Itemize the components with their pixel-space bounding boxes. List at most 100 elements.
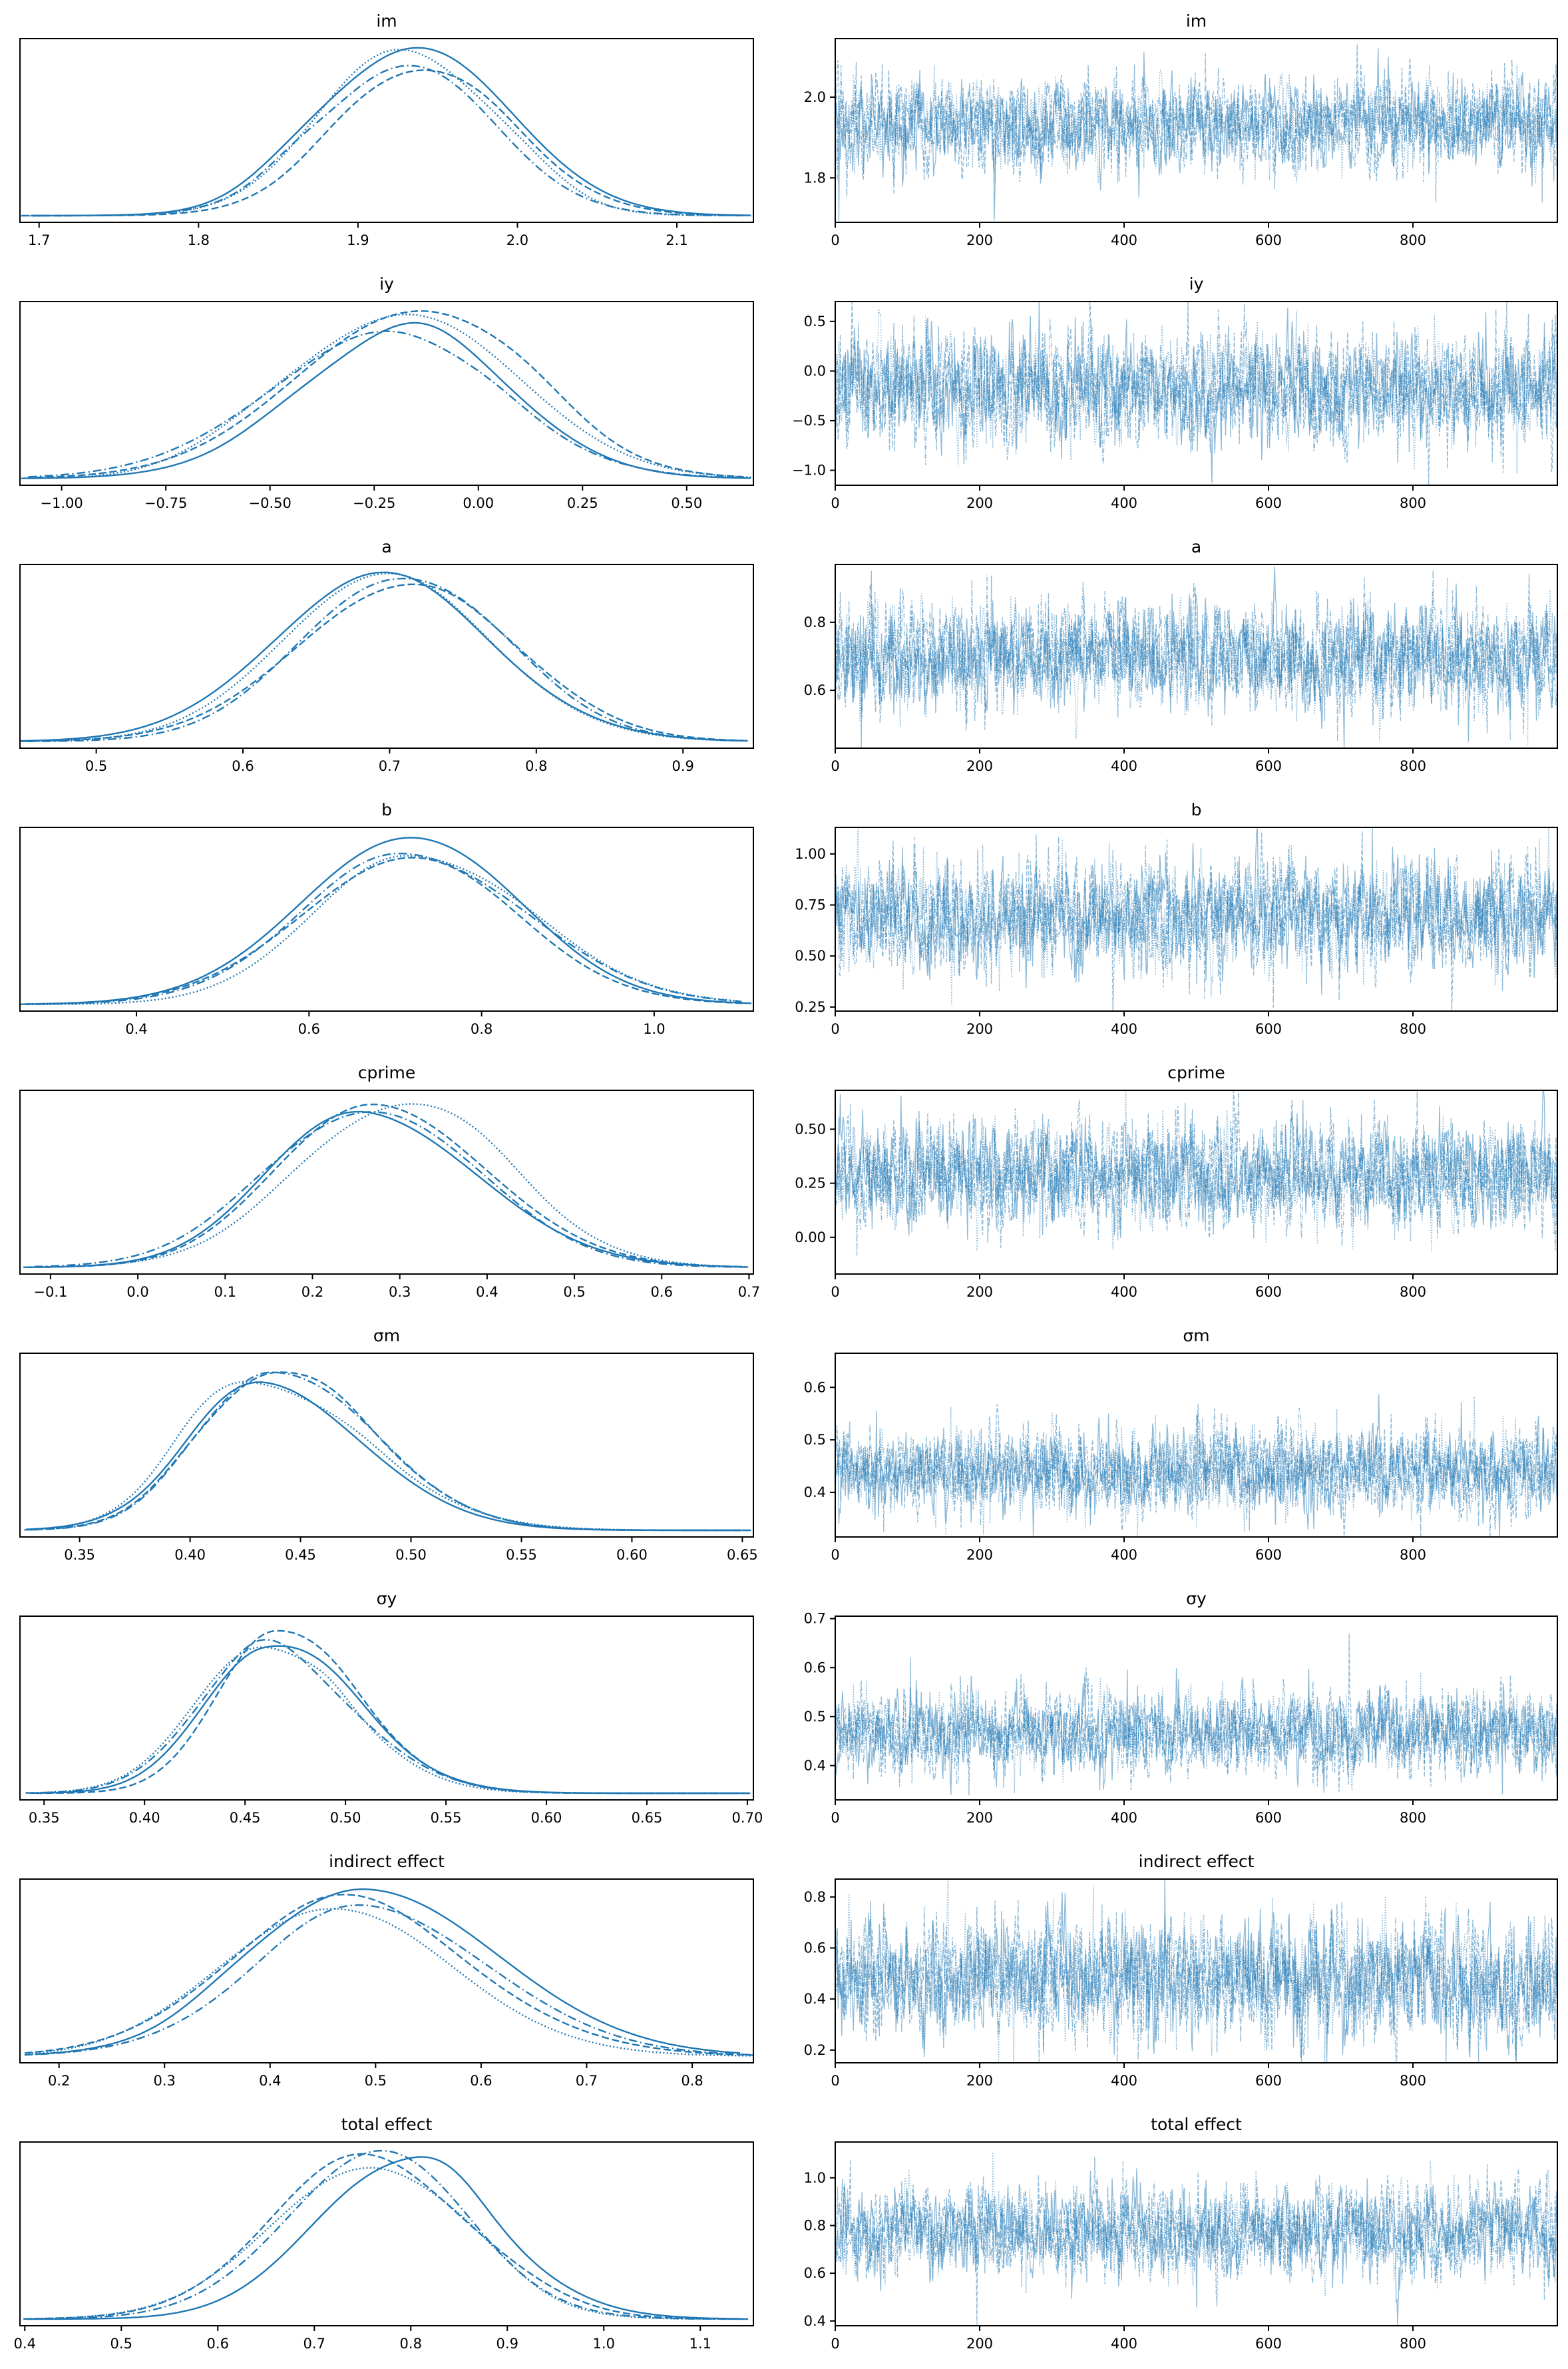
kde-x-tick-label: −0.1: [33, 1284, 67, 1300]
trace-y-tick-label: 0.75: [795, 897, 826, 913]
trace-x-tick-label: 400: [1111, 1021, 1137, 1037]
kde-x-tick-label: 0.0: [126, 1284, 148, 1300]
trace-line-chain-3: [835, 2157, 1558, 2288]
trace-line-chain-2: [835, 2152, 1558, 2296]
trace-y-tick-label: 0.6: [804, 1940, 826, 1956]
trace-x-tick-label: 800: [1400, 1284, 1426, 1300]
trace-x-tick-label: 600: [1255, 1021, 1282, 1037]
trace-axes-frame: [835, 301, 1558, 486]
kde-curve-chain-3: [21, 65, 741, 217]
trace-line-chain-1: [835, 570, 1558, 734]
trace-x-tick-label: 0: [831, 2336, 839, 2352]
kde-x-tick-label: 0.35: [29, 1810, 60, 1826]
trace-axes-frame: [835, 1353, 1558, 1538]
param-row-6: σy 0.35 0.40 0.45 0.50 0.55 0.60 0.65 0.70 σy 0 200…: [0, 1578, 1568, 1840]
kde-curve-chain-0: [35, 1888, 741, 2055]
kde-curve-chain-3: [25, 1639, 751, 1795]
trace-y-tick-label: 0.4: [804, 2313, 826, 2329]
kde-curve-chain-1: [20, 583, 743, 742]
kde-x-tick-label: 0.25: [567, 495, 598, 511]
trace-panel-title: iy: [1189, 274, 1204, 294]
trace-x-tick-label: 0: [831, 758, 839, 774]
trace-line-chain-2: [835, 827, 1558, 1006]
trace-axes-frame: [835, 1878, 1558, 2063]
trace-x-tick-label: 400: [1111, 232, 1137, 248]
kde-x-tick-label: 1.7: [28, 232, 50, 248]
kde-x-tick-label: 0.5: [85, 758, 107, 774]
kde-x-tick-label: 0.2: [48, 2073, 70, 2089]
trace-panel-title: σy: [1186, 1589, 1207, 1608]
kde-panel-title: indirect effect: [329, 1852, 445, 1871]
trace-y-tick-label: 2.0: [804, 89, 826, 105]
trace-y-tick-label: 0.8: [804, 2217, 826, 2233]
kde-curve-chain-1: [33, 69, 749, 217]
kde-axes-frame: [19, 827, 754, 1012]
kde-axes-frame: [19, 1090, 754, 1275]
kde-x-tick-label: 0.4: [125, 1021, 147, 1037]
trace-y-tick-label: 0.6: [804, 2265, 826, 2281]
trace-y-tick-label: 1.00: [795, 846, 826, 862]
kde-curve-chain-0: [27, 2156, 740, 2320]
row-canvas-8: total effect 0.4 0.5 0.6 0.7 0.8 0.9 1.0 1.1 tota…: [14, 2115, 1558, 2352]
trace-x-tick-label: 800: [1400, 2336, 1426, 2352]
kde-curve-chain-3: [34, 1111, 749, 1268]
kde-x-tick-label: 0.3: [154, 2073, 176, 2089]
trace-y-tick-label: 0.4: [804, 1484, 826, 1500]
trace-y-tick-label: −1.0: [792, 463, 826, 479]
trace-x-tick-label: 200: [966, 1284, 993, 1300]
kde-x-tick-label: 1.9: [347, 232, 369, 248]
trace-y-tick-label: −0.5: [792, 413, 826, 429]
trace-panel-title: σm: [1183, 1326, 1209, 1345]
row-canvas-3: b 0.4 0.6 0.8 1.0 b 0 200 400 600 800 1.00 0.75 0.50 0…: [19, 800, 1558, 1037]
trace-x-tick-label: 400: [1111, 1547, 1137, 1563]
trace-line-chain-3: [835, 570, 1558, 742]
trace-x-tick-label: 800: [1400, 2073, 1426, 2089]
trace-y-tick-label: 0.5: [804, 1432, 826, 1448]
trace-line-chain-2: [835, 577, 1558, 746]
kde-x-tick-label: −0.25: [353, 495, 395, 511]
trace-panel-title: total effect: [1151, 2115, 1242, 2134]
trace-x-tick-label: 200: [966, 1547, 993, 1563]
trace-y-tick-label: 0.25: [795, 999, 826, 1015]
trace-y-tick-label: 0.6: [804, 682, 826, 698]
trace-x-tick-label: 600: [1255, 232, 1282, 248]
kde-curve-chain-3: [20, 852, 742, 1005]
kde-x-tick-label: −0.75: [144, 495, 187, 511]
kde-axes-frame: [19, 38, 754, 223]
trace-panel-title: a: [1191, 537, 1201, 556]
trace-y-tick-label: 0.50: [795, 948, 826, 964]
kde-curve-chain-2: [23, 1103, 743, 1268]
row-canvas-5: σm 0.35 0.40 0.45 0.50 0.55 0.60 0.65 σm 0 200 400 6…: [19, 1326, 1558, 1563]
trace-x-tick-label: 200: [966, 1021, 993, 1037]
trace-x-tick-label: 600: [1255, 758, 1282, 774]
trace-x-tick-label: 600: [1255, 1810, 1282, 1826]
trace-x-tick-label: 200: [966, 495, 993, 511]
trace-axes-frame: [835, 564, 1558, 749]
trace-x-tick-label: 0: [831, 1547, 839, 1563]
kde-x-tick-label: 0.6: [232, 758, 254, 774]
kde-x-tick-label: 0.40: [174, 1547, 206, 1563]
row-canvas-0: im 1.7 1.8 1.9 2.0 2.1 im 0 200 400 600 800 2.0 1.8: [19, 11, 1558, 248]
kde-x-tick-label: 0.65: [727, 1547, 758, 1563]
kde-axes-frame: [19, 301, 754, 486]
kde-x-tick-label: 0.35: [64, 1547, 95, 1563]
trace-y-tick-label: 0.6: [804, 1379, 826, 1395]
kde-x-tick-label: 0.00: [463, 495, 494, 511]
kde-curve-chain-1: [25, 1103, 745, 1268]
trace-x-tick-label: 0: [831, 1284, 839, 1300]
kde-panel-title: b: [381, 800, 392, 819]
kde-curve-chain-3: [26, 577, 739, 742]
kde-x-tick-label: 1.8: [188, 232, 210, 248]
trace-x-tick-label: 600: [1255, 495, 1282, 511]
kde-curve-chain-3: [30, 1371, 751, 1532]
kde-x-tick-label: 0.6: [207, 2336, 229, 2352]
kde-curve-chain-2: [28, 1908, 753, 2057]
trace-axes-frame: [835, 38, 1558, 223]
trace-x-tick-label: 800: [1400, 1021, 1426, 1037]
trace-y-tick-label: 0.25: [795, 1176, 826, 1191]
trace-y-tick-label: 0.8: [804, 614, 826, 630]
trace-x-tick-label: 400: [1111, 1810, 1137, 1826]
trace-x-tick-label: 0: [831, 2073, 839, 2089]
kde-axes-frame: [19, 1878, 754, 2063]
